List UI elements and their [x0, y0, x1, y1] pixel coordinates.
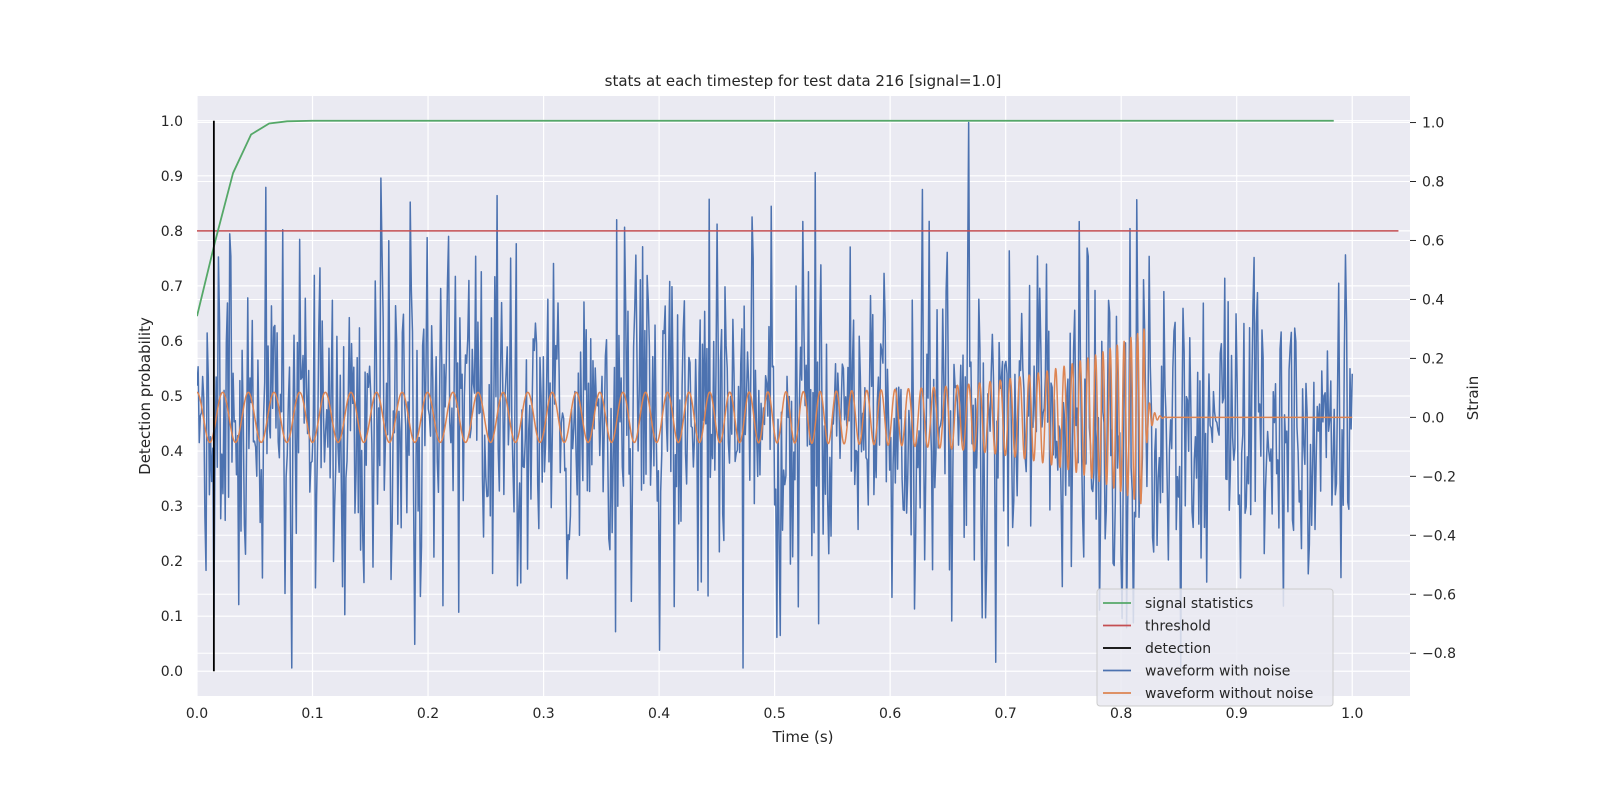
x-tick-label: 0.4 [648, 706, 670, 722]
legend-label: waveform with noise [1145, 664, 1290, 680]
y-tick-label-right: 0.0 [1422, 410, 1444, 426]
y-tick-label-right: −0.8 [1422, 646, 1456, 662]
y-tick-label-right: −0.4 [1422, 528, 1456, 544]
y-tick-labels-right: −0.8 −0.6 −0.4 −0.2 0.0 0.2 0.4 0.6 0.8 1.0 [1410, 116, 1456, 662]
x-tick-labels: 0.0 0.1 0.2 0.3 0.4 0.5 0.6 0.7 0.8 0.9 1.0 [186, 706, 1364, 722]
x-tick-label: 0.2 [417, 706, 439, 722]
y-tick-label-right: −0.6 [1422, 587, 1456, 603]
x-tick-label: 0.7 [995, 706, 1017, 722]
y-tick-label-left: 0.9 [161, 169, 183, 185]
y-tick-label-left: 0.7 [161, 279, 183, 295]
y-tick-label-left: 1.0 [161, 114, 183, 130]
series-layer [197, 119, 1399, 672]
legend-label: threshold [1145, 619, 1211, 635]
x-tick-label: 1.0 [1341, 706, 1363, 722]
y-tick-label-left: 0.5 [161, 389, 183, 405]
series-waveform-with-noise [197, 121, 1353, 669]
y-tick-label-left: 0.8 [161, 224, 183, 240]
chart-title: stats at each timestep for test data 216… [605, 72, 1002, 90]
y-tick-label-right: 0.6 [1422, 233, 1444, 249]
y-tick-label-left: 0.2 [161, 554, 183, 570]
y-tick-label-left: 0.6 [161, 334, 183, 350]
legend-label: signal statistics [1145, 596, 1253, 612]
x-tick-label: 0.3 [532, 706, 554, 722]
y-tick-label-right: 0.2 [1422, 351, 1444, 367]
legend: signal statistics threshold detection wavef… [1096, 588, 1334, 707]
y-axis-title-right: Strain [1464, 376, 1482, 420]
y-tick-labels-left: 0.0 0.1 0.2 0.3 0.4 0.5 0.6 0.7 0.8 0.9 1.0 [161, 114, 183, 680]
x-tick-label: 0.6 [879, 706, 901, 722]
y-tick-label-left: 0.0 [161, 664, 183, 680]
legend-label: detection [1145, 641, 1211, 657]
y-tick-label-left: 0.4 [161, 444, 183, 460]
y-axis-title-left: Detection probability [136, 317, 154, 475]
y-tick-label-right: 0.4 [1422, 292, 1444, 308]
x-axis-title: Time (s) [772, 728, 834, 746]
x-tick-label: 0.1 [301, 706, 323, 722]
x-tick-label: 0.9 [1226, 706, 1248, 722]
y-tick-label-right: 0.8 [1422, 175, 1444, 191]
series-signal-statistics [197, 119, 1334, 317]
y-tick-label-right: −0.2 [1422, 469, 1456, 485]
y-tick-label-left: 0.1 [161, 609, 183, 625]
x-tick-label: 0.8 [1110, 706, 1132, 722]
x-tick-label: 0.0 [186, 706, 208, 722]
y-tick-label-right: 1.0 [1422, 116, 1444, 132]
legend-box [1096, 588, 1334, 707]
y-tick-label-left: 0.3 [161, 499, 183, 515]
x-tick-label: 0.5 [763, 706, 785, 722]
series-waveform-without-noise [197, 328, 1353, 505]
legend-label: waveform without noise [1145, 686, 1313, 702]
